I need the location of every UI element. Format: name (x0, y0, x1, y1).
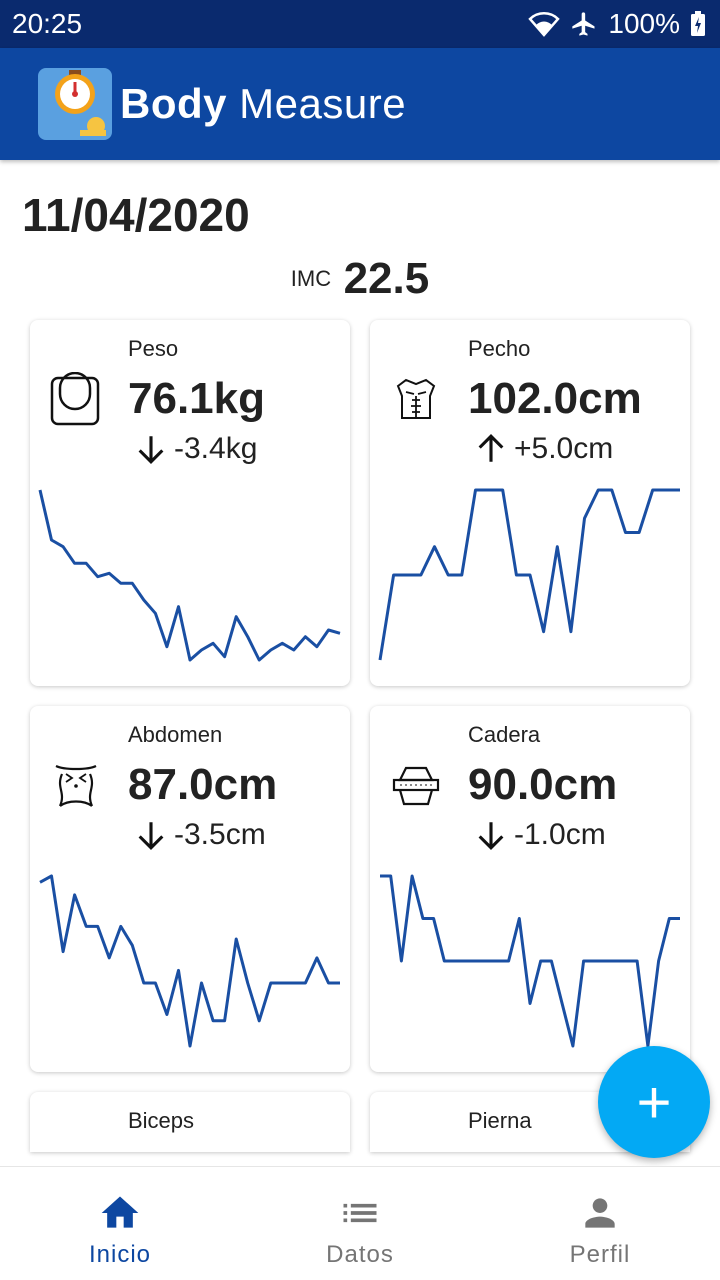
imc-label: IMC (290, 266, 332, 291)
waist-icon (55, 764, 97, 807)
app-bar: Body Measure (0, 48, 720, 160)
delta-text: -1.0cm (514, 818, 606, 851)
trend-chart (380, 874, 680, 1048)
card-label: Cadera (468, 722, 541, 747)
nav-item-datos[interactable]: Datos (240, 1167, 480, 1280)
card-label: Biceps (128, 1108, 195, 1133)
trend-line (378, 488, 680, 661)
card-peso[interactable]: Peso 76.1kg -3.4kg (30, 320, 350, 686)
nav-label: Perfil (569, 1241, 631, 1268)
plus-icon: + (636, 1068, 672, 1136)
nav-item-perfil[interactable]: Perfil (480, 1167, 720, 1280)
arrow-up-icon (478, 434, 504, 462)
card-label: Peso (128, 336, 179, 361)
scale-icon (50, 372, 100, 426)
trend-line (380, 874, 680, 1048)
arrow-down-icon (478, 822, 504, 850)
hip-icon (392, 766, 440, 806)
card-delta: -3.5cm (134, 818, 266, 852)
delta-text: -3.5cm (174, 818, 266, 851)
list-icon (343, 1203, 377, 1223)
home-icon (101, 1196, 139, 1228)
status-icons: 100% (528, 8, 706, 40)
status-bar: 20:25 100% (0, 0, 720, 48)
bottom-navigation: Inicio Datos Perfil (0, 1166, 720, 1280)
card-pecho[interactable]: Pecho 102.0cm +5.0cm (370, 320, 690, 686)
chest-icon (396, 378, 436, 419)
battery-percent: 100% (608, 8, 680, 39)
card-value: 102.0cm (468, 374, 642, 423)
imc-value: 22.5 (343, 254, 430, 303)
card-delta: -3.4kg (134, 432, 257, 466)
trend-chart (39, 874, 340, 1048)
arrow-down-icon (138, 436, 164, 464)
app-title: Body Measure (120, 80, 406, 128)
nav-label: Datos (326, 1241, 394, 1268)
trend-line (38, 489, 341, 662)
trend-line (39, 874, 340, 1048)
trend-chart (38, 489, 341, 662)
delta-text: -3.4kg (174, 432, 258, 465)
card-value: 76.1kg (128, 374, 265, 423)
imc-summary: IMC 22.5 (0, 254, 720, 304)
card-value: 87.0cm (128, 760, 278, 809)
airplane-icon (572, 12, 595, 36)
arrow-down-icon (138, 822, 164, 850)
wifi-icon (528, 12, 561, 37)
card-value: 90.0cm (468, 760, 618, 809)
app-title-rest: Measure (239, 80, 407, 127)
nav-label: Inicio (88, 1241, 152, 1268)
app-logo (38, 68, 112, 140)
trend-chart (378, 488, 680, 661)
card-cadera[interactable]: Cadera 90.0cm -1.0cm (370, 706, 690, 1072)
nav-item-inicio[interactable]: Inicio (0, 1167, 240, 1280)
add-measurement-button[interactable]: + (598, 1046, 710, 1158)
card-label: Abdomen (128, 722, 223, 747)
card-delta: -1.0cm (474, 818, 606, 852)
app-title-bold: Body (120, 80, 227, 127)
card-delta: +5.0cm (474, 432, 613, 466)
card-label: Pierna (468, 1108, 532, 1133)
measurement-date: 11/04/2020 (22, 189, 250, 241)
stopwatch-icon (55, 70, 106, 136)
card-abdomen[interactable]: Abdomen 87.0cm -3.5cm (30, 706, 350, 1072)
delta-text: +5.0cm (514, 432, 614, 465)
person-icon (585, 1198, 615, 1228)
battery-icon (691, 11, 705, 36)
card-label: Pecho (468, 336, 531, 361)
card-biceps[interactable]: Biceps (30, 1092, 350, 1152)
status-time: 20:25 (12, 8, 83, 39)
